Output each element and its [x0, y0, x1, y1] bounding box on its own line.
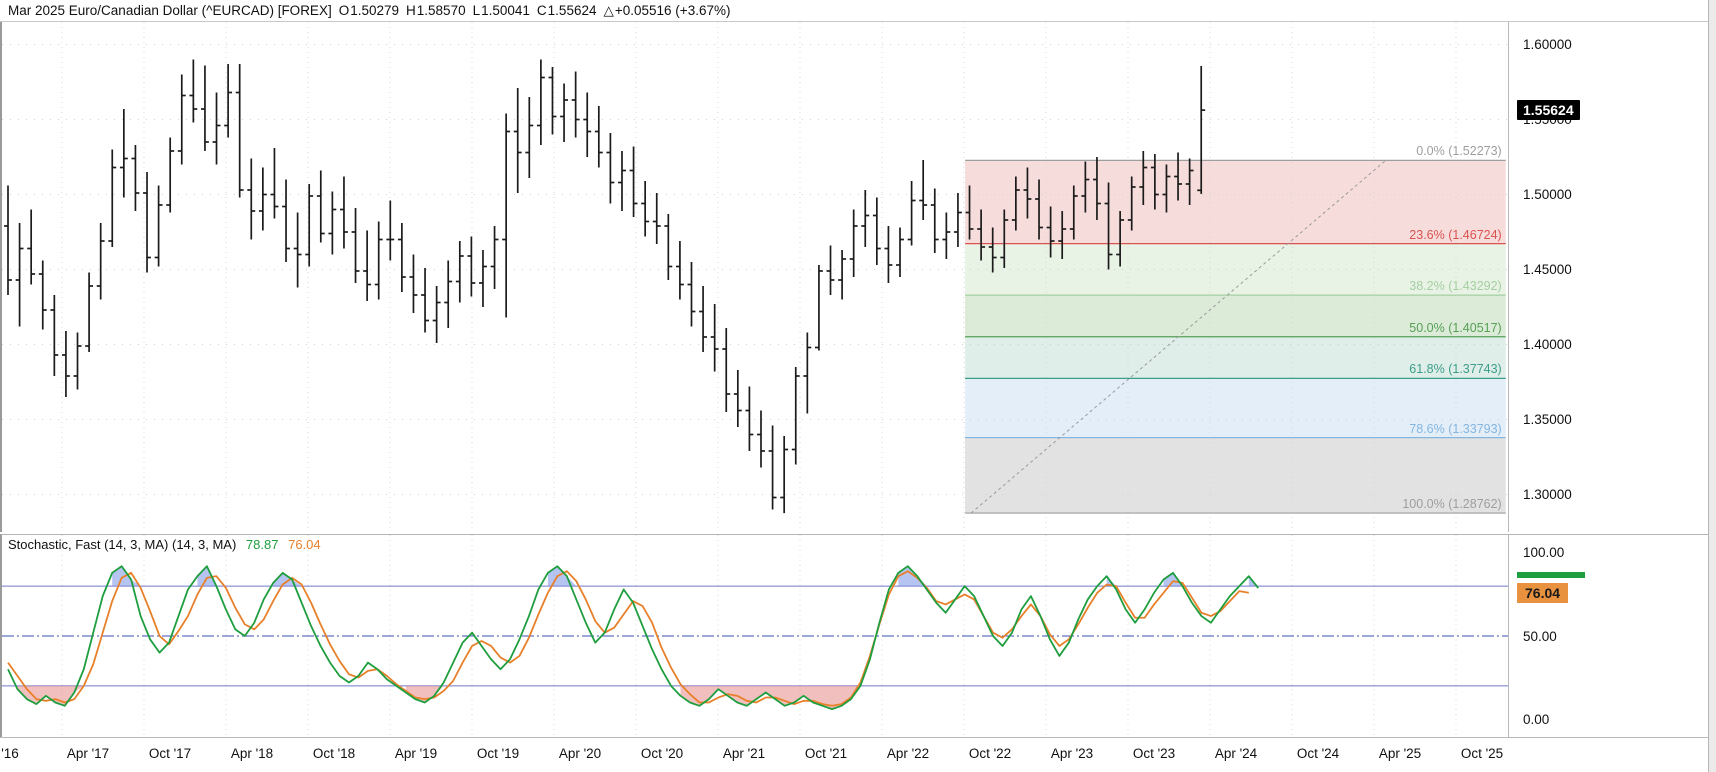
time-tick-label: Apr '18	[230, 746, 274, 761]
stochastic-k-badge	[1517, 572, 1585, 579]
fib-band	[965, 336, 1506, 379]
low-value: 1.50041	[481, 3, 530, 18]
stochastic-axis[interactable]: 100.00 50.00 0.00 76.04	[1508, 534, 1716, 738]
fib-band	[965, 378, 1506, 438]
fib-band	[965, 295, 1506, 337]
close-label: C	[536, 3, 547, 18]
fib-band	[965, 160, 1506, 244]
close-value: 1.55624	[547, 3, 597, 18]
time-axis[interactable]: '16 Apr '17 Oct '17 Apr '18 Oct '18 Apr '19 Oc…	[0, 737, 1716, 772]
fib-band	[965, 437, 1506, 514]
price-tick-label: 1.45000	[1523, 261, 1572, 277]
fib-level-label: 23.6% (1.46724)	[1409, 227, 1502, 242]
time-tick-label: Apr '25	[1378, 746, 1422, 761]
fib-level-label: 78.6% (1.33793)	[1409, 421, 1502, 436]
price-tick-label: 1.40000	[1523, 336, 1572, 352]
time-tick-label: Oct '21	[804, 746, 848, 761]
stochastic-plot-svg	[2, 535, 1508, 737]
fib-band	[965, 243, 1506, 296]
stochastic-d-badge: 76.04	[1517, 583, 1569, 603]
time-tick-label: Oct '18	[312, 746, 356, 761]
fib-level-label: 100.0% (1.28762)	[1402, 497, 1502, 512]
price-tick-label: 1.50000	[1523, 186, 1572, 202]
time-tick-label: Oct '23	[1132, 746, 1176, 761]
change-icon: △	[603, 2, 614, 18]
price-plot-svg	[2, 22, 1508, 532]
stochastic-line	[7, 565, 1259, 711]
stochastic-tick-label: 50.00	[1523, 628, 1557, 644]
price-tick-label: 1.30000	[1523, 486, 1572, 502]
open-label: O	[338, 3, 350, 18]
fib-level-label: 61.8% (1.37743)	[1409, 362, 1502, 377]
stochastic-tick-label: 100.00	[1523, 545, 1565, 560]
low-label: L	[472, 3, 481, 18]
price-axis[interactable]: 1.600001.550001.500001.450001.400001.350…	[1508, 22, 1716, 532]
time-tick-label: Oct '24	[1296, 746, 1340, 761]
change-value: +0.05516 (+3.67%)	[614, 3, 731, 18]
fib-level-label: 38.2% (1.43292)	[1409, 279, 1502, 294]
price-tick-label: 1.60000	[1523, 36, 1572, 52]
time-tick-label: Oct '19	[476, 746, 520, 761]
stochastic-pane[interactable]: Stochastic, Fast (14, 3, MA) (14, 3, MA)…	[0, 534, 1508, 737]
current-price-badge: 1.55624	[1517, 100, 1580, 121]
time-tick-label: Apr '24	[1214, 746, 1258, 761]
quote-header: Mar 2025 Euro/Canadian Dollar (^EURCAD) …	[0, 0, 1716, 22]
open-value: 1.50279	[350, 3, 400, 18]
price-chart-pane[interactable]: 0.0% (1.52273) 23.6% (1.46724) 38.2% (1.43…	[0, 22, 1508, 532]
time-tick-label: Apr '21	[722, 746, 766, 761]
stochastic-title: Stochastic, Fast (14, 3, MA) (14, 3, MA)	[8, 537, 237, 552]
time-tick-label: '16	[1, 746, 19, 761]
fib-level-label: 50.0% (1.40517)	[1409, 320, 1502, 335]
time-tick-label: Apr '20	[558, 746, 602, 761]
ohlc-bars	[4, 59, 1206, 514]
instrument-title: Mar 2025 Euro/Canadian Dollar (^EURCAD) …	[8, 3, 332, 18]
stochastic-k-value: 78.87	[245, 537, 279, 552]
time-tick-label: Apr '17	[66, 746, 110, 761]
time-tick-label: Oct '17	[148, 746, 192, 761]
time-tick-label: Apr '23	[1050, 746, 1094, 761]
time-tick-label: Apr '22	[886, 746, 930, 761]
time-tick-label: Apr '19	[394, 746, 438, 761]
fib-level-label: 0.0% (1.52273)	[1416, 144, 1502, 159]
time-tick-label: Oct '22	[968, 746, 1012, 761]
high-value: 1.58570	[416, 3, 466, 18]
stochastic-tick-label: 0.00	[1523, 712, 1550, 727]
stochastic-legend: Stochastic, Fast (14, 3, MA) (14, 3, MA)…	[8, 537, 321, 552]
time-tick-label: Oct '20	[640, 746, 684, 761]
time-tick-label: Oct '25	[1460, 746, 1504, 761]
stochastic-d-value: 76.04	[288, 537, 321, 552]
high-label: H	[406, 3, 416, 18]
vertical-scrollbar[interactable]	[1708, 0, 1716, 772]
price-tick-label: 1.35000	[1523, 411, 1572, 427]
